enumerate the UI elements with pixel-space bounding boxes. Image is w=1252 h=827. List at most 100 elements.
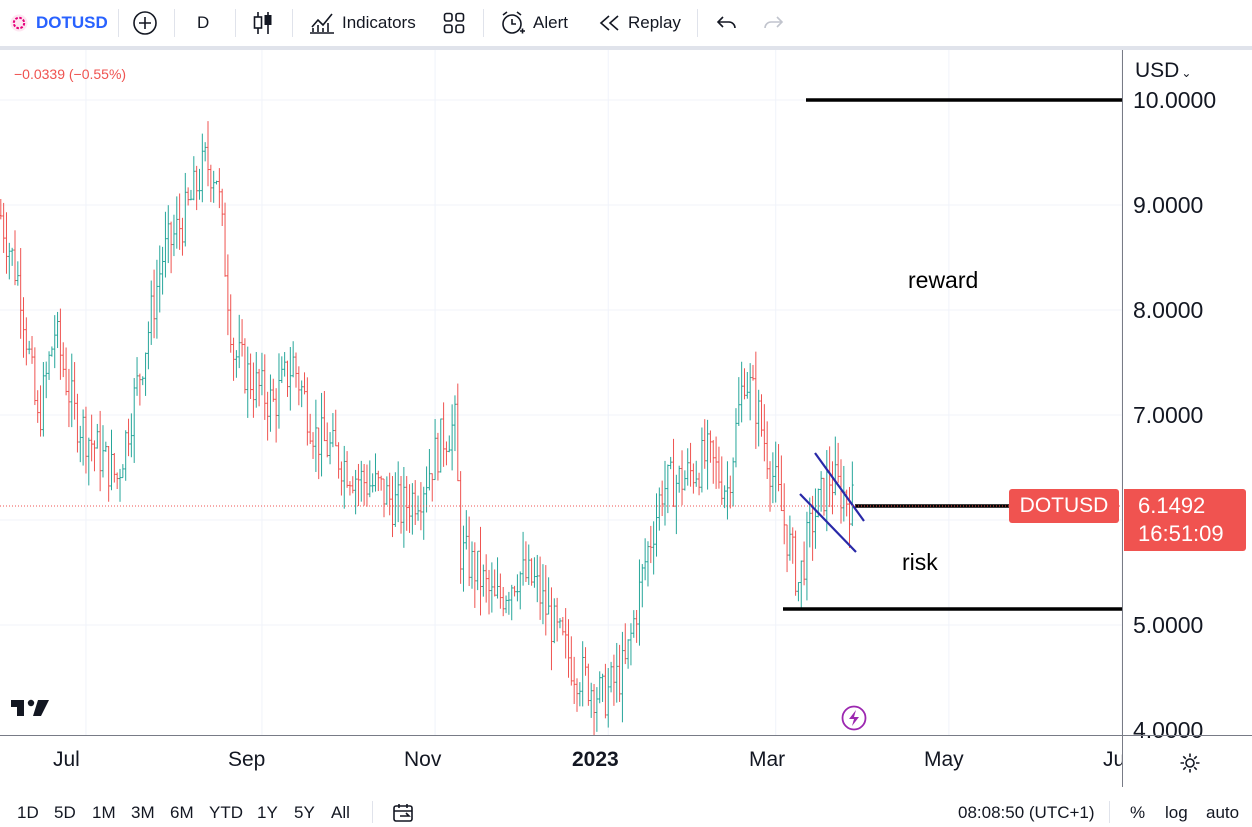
price-axis[interactable]: USD ⌄ 10.0000 9.0000 8.0000 7.0000 5.0000… — [1122, 50, 1252, 743]
candle — [825, 450, 829, 532]
candle — [652, 521, 656, 575]
candle — [808, 497, 812, 548]
time-axis[interactable]: Jul Sep Nov 2023 Mar May Ju — [0, 735, 1122, 787]
candle — [646, 541, 650, 587]
symbol-search[interactable]: DOTUSD — [10, 0, 108, 46]
candle — [518, 571, 522, 610]
candle — [413, 480, 417, 525]
channel-upper-line[interactable] — [814, 452, 865, 522]
last-price-value: 6.1492 — [1138, 493, 1206, 518]
candle — [442, 402, 446, 467]
interval-label: D — [197, 13, 210, 32]
range-5y[interactable]: 5Y — [294, 803, 315, 822]
candle — [777, 444, 780, 492]
chart-type-button[interactable] — [252, 0, 274, 46]
candle — [757, 389, 761, 447]
candle — [743, 368, 746, 400]
replay-button[interactable]: Replay — [598, 0, 681, 46]
candle — [200, 133, 204, 203]
log-toggle[interactable]: log — [1165, 803, 1188, 822]
candle — [84, 406, 88, 474]
candle — [649, 525, 653, 564]
candle — [195, 165, 199, 211]
candle — [731, 457, 735, 507]
candle — [797, 582, 800, 602]
candle — [39, 385, 42, 437]
candle — [572, 656, 576, 704]
alert-button[interactable]: Alert — [500, 0, 568, 46]
candle — [152, 269, 156, 339]
candle — [538, 556, 542, 620]
candle — [598, 671, 602, 704]
chevron-down-icon: ⌄ — [1181, 66, 1192, 80]
candle — [240, 319, 244, 357]
range-1m[interactable]: 1M — [92, 803, 116, 822]
range-6m[interactable]: 6M — [170, 803, 194, 822]
candle — [254, 351, 258, 408]
range-5d[interactable]: 5D — [54, 803, 76, 822]
candle — [317, 427, 321, 480]
chart-pane[interactable]: −0.0339 (−0.55%) reward risk DOTUSD — [0, 50, 1122, 735]
go-to-date-icon[interactable] — [392, 803, 416, 823]
bar-countdown: 16:51:09 — [1138, 521, 1224, 546]
candle — [550, 587, 553, 671]
candle — [643, 538, 647, 581]
compare-button[interactable] — [132, 0, 158, 46]
candle — [56, 311, 59, 349]
candle — [402, 467, 406, 548]
range-1y[interactable]: 1Y — [257, 803, 278, 822]
candle — [334, 409, 338, 447]
candle — [209, 164, 213, 203]
candle — [249, 353, 252, 400]
divider — [235, 9, 236, 37]
candle — [447, 435, 451, 453]
replay-label: Replay — [628, 13, 681, 32]
price-chart[interactable] — [0, 50, 1122, 735]
auto-toggle[interactable]: auto — [1206, 803, 1240, 822]
candle — [504, 595, 508, 614]
divider — [372, 801, 373, 823]
candle — [297, 366, 301, 406]
candle — [61, 342, 65, 378]
candle — [748, 363, 752, 421]
redo-button[interactable] — [762, 0, 784, 46]
percent-toggle[interactable]: % — [1130, 803, 1146, 822]
candle — [632, 610, 636, 638]
interval-button[interactable]: D — [197, 0, 209, 46]
settings-gear-icon[interactable] — [1179, 752, 1201, 774]
candle — [391, 476, 394, 538]
range-3m[interactable]: 3M — [131, 803, 155, 822]
channel-lower-line[interactable] — [799, 493, 857, 553]
candle — [13, 230, 17, 286]
clock-time[interactable]: 08:08:50 (UTC+1) — [958, 803, 1095, 822]
candle — [493, 569, 497, 597]
candle — [779, 455, 783, 512]
lightning-icon[interactable] — [840, 704, 868, 732]
candle — [288, 347, 292, 411]
candle — [669, 456, 673, 470]
candle — [683, 470, 687, 491]
candle — [172, 214, 176, 257]
candle — [666, 464, 670, 514]
candle — [223, 202, 227, 277]
candle — [405, 476, 409, 531]
range-ytd[interactable]: YTD — [209, 803, 243, 822]
range-all[interactable]: All — [331, 803, 350, 822]
templates-button[interactable] — [443, 0, 465, 46]
candle — [745, 371, 749, 399]
candle — [533, 557, 536, 588]
candle — [655, 493, 658, 557]
candle — [481, 564, 485, 597]
undo-button[interactable] — [716, 0, 738, 46]
candle — [618, 644, 621, 702]
candle — [487, 569, 491, 615]
currency-selector[interactable]: USD ⌄ — [1135, 59, 1191, 83]
candle — [237, 314, 241, 369]
candle — [606, 668, 610, 728]
candle — [439, 418, 443, 473]
range-1d[interactable]: 1D — [17, 803, 39, 822]
indicators-button[interactable]: Indicators — [309, 0, 416, 46]
candle — [320, 392, 323, 477]
candle — [110, 429, 113, 491]
candle — [700, 427, 704, 493]
